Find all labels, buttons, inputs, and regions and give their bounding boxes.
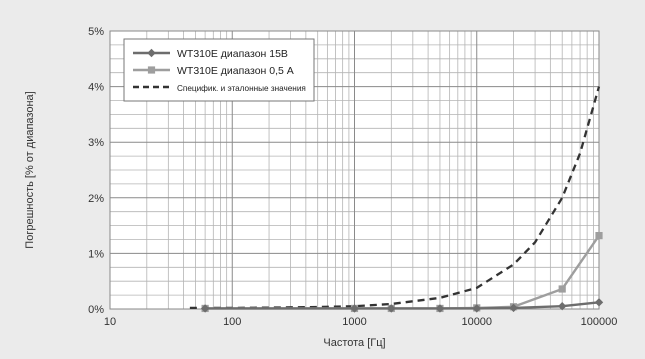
y-tick-label: 5% bbox=[88, 26, 104, 38]
y-tick-label: 0% bbox=[88, 304, 104, 316]
series-layer bbox=[189, 86, 604, 313]
legend-item: Специфик. и эталонные значения bbox=[133, 84, 306, 93]
x-tick-label: 100000 bbox=[581, 316, 618, 328]
y-tick-label: 1% bbox=[88, 248, 104, 260]
series-point-diamond bbox=[350, 304, 359, 313]
series-line bbox=[205, 301, 600, 310]
legend-label: WT310E диапазон 15В bbox=[177, 48, 288, 60]
series-point-diamond bbox=[387, 304, 396, 313]
legend-item: WT310E диапазон 15В bbox=[133, 48, 288, 60]
series-point-diamond bbox=[200, 304, 210, 313]
series-point-diamond bbox=[557, 302, 567, 311]
series-point-diamond bbox=[509, 303, 518, 313]
x-axis-title: Частота [Гц] bbox=[323, 337, 385, 349]
y-tick-label: 2% bbox=[88, 193, 104, 205]
x-tick-label: 10000 bbox=[461, 316, 492, 328]
x-tick-label: 10 bbox=[104, 316, 116, 328]
series-point-square bbox=[147, 66, 156, 74]
y-tick-label: 4% bbox=[88, 82, 104, 94]
x-axis-ticks: 10 100 1000 10000 100000 bbox=[104, 316, 617, 328]
legend: WT310E диапазон 15В WT310E диапазон 0,5 А… bbox=[123, 38, 315, 102]
series-point-diamond bbox=[594, 298, 604, 307]
series-group bbox=[200, 298, 604, 313]
series-point-diamond bbox=[435, 304, 445, 313]
x-tick-label: 1000 bbox=[342, 316, 366, 328]
y-axis-ticks: 0% 1% 2% 3% 4% 5% bbox=[88, 26, 104, 316]
y-axis-title: Погрешность [% от диапазона] bbox=[24, 91, 36, 248]
series-point-square bbox=[558, 285, 566, 293]
legend-label: Специфик. и эталонные значения bbox=[177, 84, 306, 93]
series-point-square bbox=[595, 232, 603, 240]
legend-item: WT310E диапазон 0,5 А bbox=[133, 65, 294, 77]
legend-label: WT310E диапазон 0,5 А bbox=[177, 65, 294, 77]
series-point-diamond bbox=[472, 304, 481, 313]
x-tick-label: 100 bbox=[223, 316, 241, 328]
series-point-diamond bbox=[147, 48, 156, 58]
y-tick-label: 3% bbox=[88, 137, 104, 149]
